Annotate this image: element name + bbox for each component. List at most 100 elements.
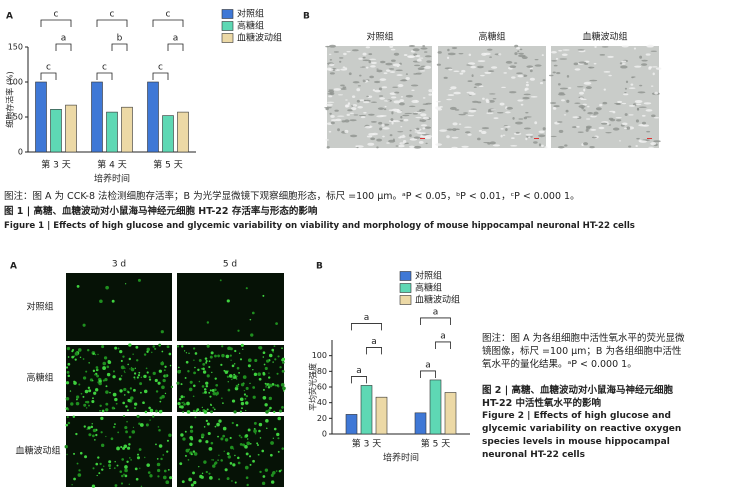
- fluorescent-cell: [230, 445, 234, 450]
- fluorescent-cell: [138, 371, 141, 374]
- fluorescent-cell: [275, 470, 278, 472]
- fluorescent-cell: [71, 348, 75, 352]
- significance-bracket: [152, 72, 169, 80]
- fluorescent-cell: [247, 438, 249, 440]
- cell: [514, 44, 519, 48]
- fluorescent-cell: [84, 455, 88, 459]
- cell: [517, 99, 524, 102]
- cell: [405, 94, 413, 98]
- cell: [653, 140, 661, 143]
- fluorescent-cell: [124, 367, 126, 369]
- fluorescent-cell: [224, 370, 229, 374]
- fluorescent-cell: [239, 442, 243, 446]
- fluorescent-cell: [114, 484, 118, 487]
- fluorescent-cell: [193, 371, 196, 375]
- cell: [557, 121, 563, 123]
- fluorescent-cell: [207, 431, 211, 436]
- fluorescent-cell: [185, 360, 189, 364]
- fluorescent-cell: [128, 457, 131, 459]
- fluorescent-cell: [86, 400, 90, 404]
- fluorescent-cell: [92, 428, 97, 433]
- cell: [608, 117, 614, 121]
- cell: [631, 76, 636, 78]
- fluorescent-cell: [245, 401, 249, 405]
- cell: [370, 65, 376, 68]
- fluorescent-cell: [126, 409, 129, 412]
- fluorescent-cell: [77, 348, 82, 352]
- cell: [381, 123, 385, 127]
- cell: [391, 59, 396, 62]
- fluorescent-cell: [185, 448, 190, 453]
- fluorescent-cell: [177, 369, 181, 374]
- fluorescent-cell: [258, 422, 263, 427]
- fluorescent-cell: [158, 428, 161, 432]
- fluorescent-cell: [73, 477, 76, 481]
- significance-label: a: [61, 34, 67, 44]
- fluorescent-cell: [156, 462, 161, 467]
- fluorescent-cell: [112, 370, 115, 373]
- fluorescent-cell: [188, 352, 190, 354]
- fluorescent-cell: [192, 395, 195, 398]
- fluorescent-cell: [128, 443, 131, 446]
- fluorescent-cell: [124, 426, 128, 430]
- image-title: 血糖波动组: [582, 31, 627, 43]
- cell: [639, 55, 643, 59]
- cell: [335, 118, 342, 122]
- fluorescent-cell: [137, 453, 140, 456]
- cell: [641, 114, 646, 117]
- fluorescent-cell: [245, 395, 249, 398]
- fluorescent-cell: [244, 465, 249, 470]
- fluorescent-cell: [176, 381, 180, 385]
- cell: [383, 72, 388, 75]
- fluorescent-cell: [239, 358, 243, 361]
- cell: [518, 118, 524, 120]
- cell: [481, 130, 487, 135]
- fluorescent-cell: [82, 376, 87, 380]
- legend-label: 血糖波动组: [415, 294, 460, 306]
- cell: [413, 73, 418, 75]
- scale-bar: [420, 138, 425, 139]
- cell: [624, 113, 628, 117]
- cell: [655, 67, 662, 70]
- fluorescent-cell: [113, 467, 116, 470]
- cell: [591, 136, 597, 139]
- cell: [470, 108, 477, 110]
- fluorescent-cell: [105, 435, 107, 438]
- fluorescent-cell: [152, 345, 155, 348]
- fluorescent-cell: [272, 437, 274, 439]
- fluorescent-cell: [118, 377, 122, 381]
- cell: [517, 50, 520, 53]
- fluorescent-cell: [268, 376, 271, 379]
- cell: [583, 81, 592, 85]
- cell: [342, 86, 347, 89]
- fluorescent-cell: [202, 367, 205, 371]
- cell: [339, 57, 344, 59]
- fluorescent-cell: [220, 437, 224, 441]
- fluorescent-cell: [79, 451, 83, 455]
- cell: [408, 105, 416, 108]
- fluorescent-cell: [106, 372, 111, 377]
- fluorescent-cell: [86, 348, 90, 352]
- micrograph: [438, 46, 546, 148]
- cell: [362, 100, 370, 104]
- fluorescent-cell: [219, 279, 222, 282]
- significance-label: c: [102, 63, 107, 73]
- cell: [425, 126, 432, 129]
- cell: [534, 121, 538, 125]
- cell: [416, 127, 420, 131]
- significance-label: a: [371, 337, 377, 347]
- cell: [419, 132, 426, 135]
- fluorescent-cell: [132, 426, 135, 429]
- fluorescent-cell: [262, 356, 265, 358]
- fluorescent-cell: [183, 401, 185, 404]
- fluorescent-cell: [261, 449, 265, 453]
- fluorescent-cell: [236, 388, 238, 390]
- cell: [590, 128, 597, 131]
- cell: [651, 114, 656, 118]
- cell: [481, 52, 487, 56]
- fluorescent-cell: [269, 406, 272, 410]
- cell: [648, 146, 654, 148]
- fluorescent-cell: [109, 467, 111, 470]
- fluorescent-cell: [253, 372, 258, 377]
- y-tick-label: 80: [317, 367, 327, 376]
